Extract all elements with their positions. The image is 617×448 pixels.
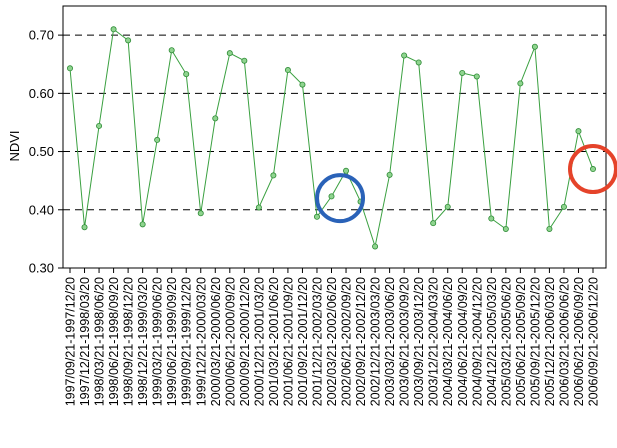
- data-point: [430, 220, 437, 227]
- data-point: [125, 37, 132, 44]
- data-point: [197, 210, 204, 217]
- x-tick-label: 2003/06/21-2003/09/20: [398, 277, 412, 406]
- data-point: [415, 59, 422, 66]
- x-tick-label: 2002/06/21-2002/09/20: [340, 277, 354, 406]
- data-point: [270, 172, 277, 179]
- data-point: [444, 203, 451, 210]
- data-point: [386, 171, 393, 178]
- data-point: [139, 221, 146, 228]
- x-tick-label: 2000/09/21-2000/12/20: [238, 277, 252, 406]
- x-tick-label: 2003/03/21-2003/06/20: [383, 277, 397, 406]
- x-tick-label: 1999/09/21-1999/12/20: [180, 277, 194, 406]
- x-tick-label: 2000/03/21-2000/06/20: [209, 277, 223, 406]
- data-point: [590, 166, 597, 173]
- data-point: [546, 225, 553, 232]
- x-tick-label: 2002/09/21-2002/12/20: [354, 277, 368, 406]
- data-point: [299, 81, 306, 88]
- data-point: [343, 167, 350, 174]
- x-tick-label: 1998/12/21-1999/03/20: [136, 277, 150, 406]
- data-point: [284, 67, 291, 74]
- y-axis-title: NDVI: [7, 130, 22, 161]
- data-point: [313, 213, 320, 220]
- x-tick-label: 2002/03/21-2002/06/20: [325, 277, 339, 406]
- data-point: [531, 43, 538, 50]
- x-tick-label: 2000/06/21-2000/09/20: [223, 277, 237, 406]
- data-point: [183, 71, 190, 78]
- x-tick-label: 2005/06/21-2005/09/20: [514, 277, 528, 406]
- x-tick-label: 2002/12/21-2003/03/20: [369, 277, 383, 406]
- data-point: [226, 50, 233, 57]
- y-axis-ticks: 0.30 0.40 0.50 0.60 0.70: [29, 28, 63, 276]
- plot-frame: [62, 5, 607, 269]
- data-point: [560, 203, 567, 210]
- y-tick-label: 0.60: [29, 86, 54, 101]
- data-point: [488, 215, 495, 222]
- x-tick-label: 2004/03/21-2004/06/20: [441, 277, 455, 406]
- grid-lines: [63, 34, 606, 211]
- data-point: [154, 136, 161, 143]
- x-tick-label: 2006/06/21-2006/09/20: [572, 277, 586, 406]
- data-point: [459, 69, 466, 76]
- x-tick-label: 1998/03/21-1998/06/20: [93, 277, 107, 406]
- x-tick-label: 2001/03/21-2001/06/20: [267, 277, 281, 406]
- x-tick-label: 1998/09/21-1998/12/20: [122, 277, 136, 406]
- x-tick-label: 2004/06/21-2004/09/20: [456, 277, 470, 406]
- data-point: [96, 122, 103, 129]
- data-point: [401, 52, 408, 59]
- x-tick-label: 2003/12/21-2004/03/20: [427, 277, 441, 406]
- x-tick-label: 2005/03/21-2005/06/20: [499, 277, 513, 406]
- x-tick-label: 2005/12/21-2006/03/20: [543, 277, 557, 406]
- ndvi-series-line: [69, 28, 594, 249]
- y-tick-label: 0.40: [29, 202, 54, 217]
- x-tick-label: 2001/06/21-2001/09/20: [281, 277, 295, 406]
- x-tick-label: 2001/09/21-2001/12/20: [296, 277, 310, 406]
- x-tick-label: 2004/12/21-2005/03/20: [485, 277, 499, 406]
- data-point: [255, 204, 262, 211]
- data-point: [241, 57, 248, 64]
- x-tick-label: 1999/12/21-2000/03/20: [194, 277, 208, 406]
- x-tick-label: 1997/12/21-1998/03/20: [78, 277, 92, 406]
- x-tick-label: 2003/09/21-2003/12/20: [412, 277, 426, 406]
- data-point: [168, 47, 175, 54]
- data-point: [473, 73, 480, 80]
- x-tick-label: 2006/09/21-2006/12/20: [587, 277, 601, 406]
- data-point: [517, 80, 524, 87]
- data-point: [372, 243, 379, 250]
- y-tick-label: 0.30: [29, 261, 54, 276]
- x-axis-ticks: 1997/09/21-1997/12/20 1997/12/21-1998/03/…: [64, 268, 601, 406]
- ndvi-data-points: [67, 26, 597, 250]
- highlight-circles: [315, 144, 617, 224]
- x-tick-label: 1999/06/21-1999/09/20: [165, 277, 179, 406]
- x-tick-label: 2001/12/21-2002/03/20: [310, 277, 324, 406]
- data-point: [110, 26, 117, 33]
- y-tick-label: 0.50: [29, 144, 54, 159]
- highlight-circle-red: [568, 144, 617, 195]
- data-point: [81, 224, 88, 231]
- data-point: [212, 115, 219, 122]
- data-point: [67, 65, 74, 72]
- x-tick-label: 1998/06/21-1998/09/20: [107, 277, 121, 406]
- x-tick-label: 1997/09/21-1997/12/20: [64, 277, 78, 406]
- x-tick-label: 1999/03/21-1999/06/20: [151, 277, 165, 406]
- data-point: [575, 128, 582, 135]
- x-tick-label: 2000/12/21-2001/03/20: [252, 277, 266, 406]
- x-tick-label: 2006/03/21-2006/06/20: [557, 277, 571, 406]
- y-tick-label: 0.70: [29, 28, 54, 43]
- highlight-circle-blue: [315, 173, 366, 224]
- data-point: [502, 225, 509, 232]
- data-point: [328, 193, 335, 200]
- x-tick-label: 2005/09/21-2005/12/20: [528, 277, 542, 406]
- x-tick-label: 2004/09/21-2004/12/20: [470, 277, 484, 406]
